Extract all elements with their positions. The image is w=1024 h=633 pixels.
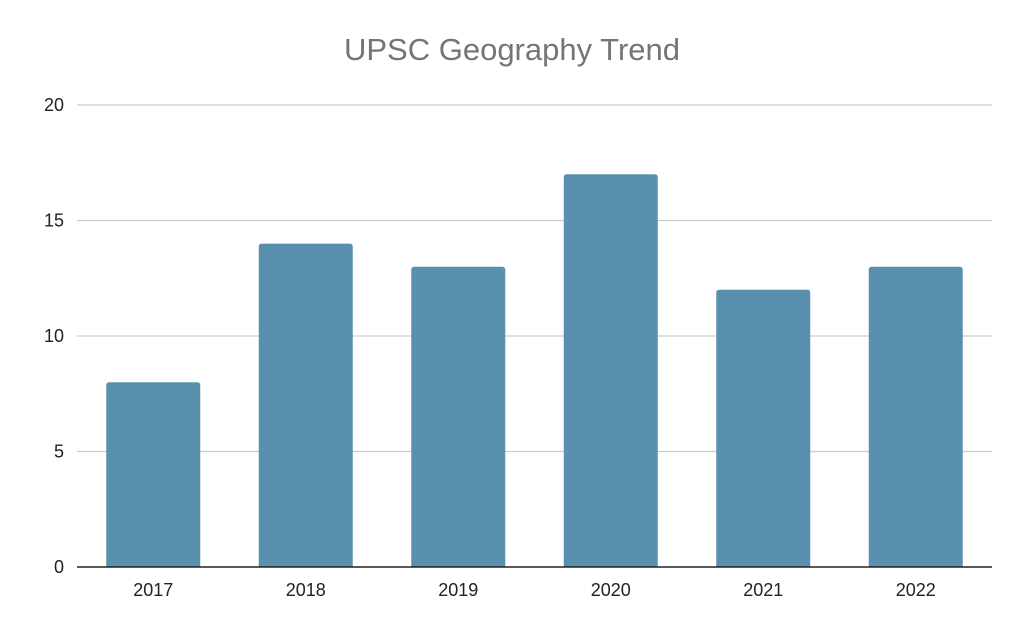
bar-2022 bbox=[868, 266, 963, 567]
y-tick-label: 0 bbox=[54, 557, 64, 577]
bar-2019 bbox=[411, 266, 506, 567]
bars bbox=[106, 174, 963, 568]
y-tick-label: 5 bbox=[54, 442, 64, 462]
axes: 0 5 10 15 20 2017 2018 2019 2020 2021 2022 bbox=[44, 95, 992, 600]
x-tick-label: 2021 bbox=[743, 580, 783, 600]
x-tick-label: 2019 bbox=[438, 580, 478, 600]
gridlines bbox=[77, 104, 992, 453]
chart-title: UPSC Geography Trend bbox=[343, 32, 680, 67]
x-tick-label: 2017 bbox=[133, 580, 173, 600]
y-tick-label: 10 bbox=[44, 326, 64, 346]
x-tick-label: 2022 bbox=[896, 580, 936, 600]
y-tick-label: 20 bbox=[44, 95, 64, 115]
bar-2021 bbox=[716, 289, 811, 567]
bar-2017 bbox=[106, 382, 201, 567]
x-tick-label: 2020 bbox=[591, 580, 631, 600]
bar-2020 bbox=[563, 174, 658, 568]
y-tick-label: 15 bbox=[44, 211, 64, 231]
bar-2018 bbox=[258, 243, 353, 567]
x-tick-label: 2018 bbox=[286, 580, 326, 600]
